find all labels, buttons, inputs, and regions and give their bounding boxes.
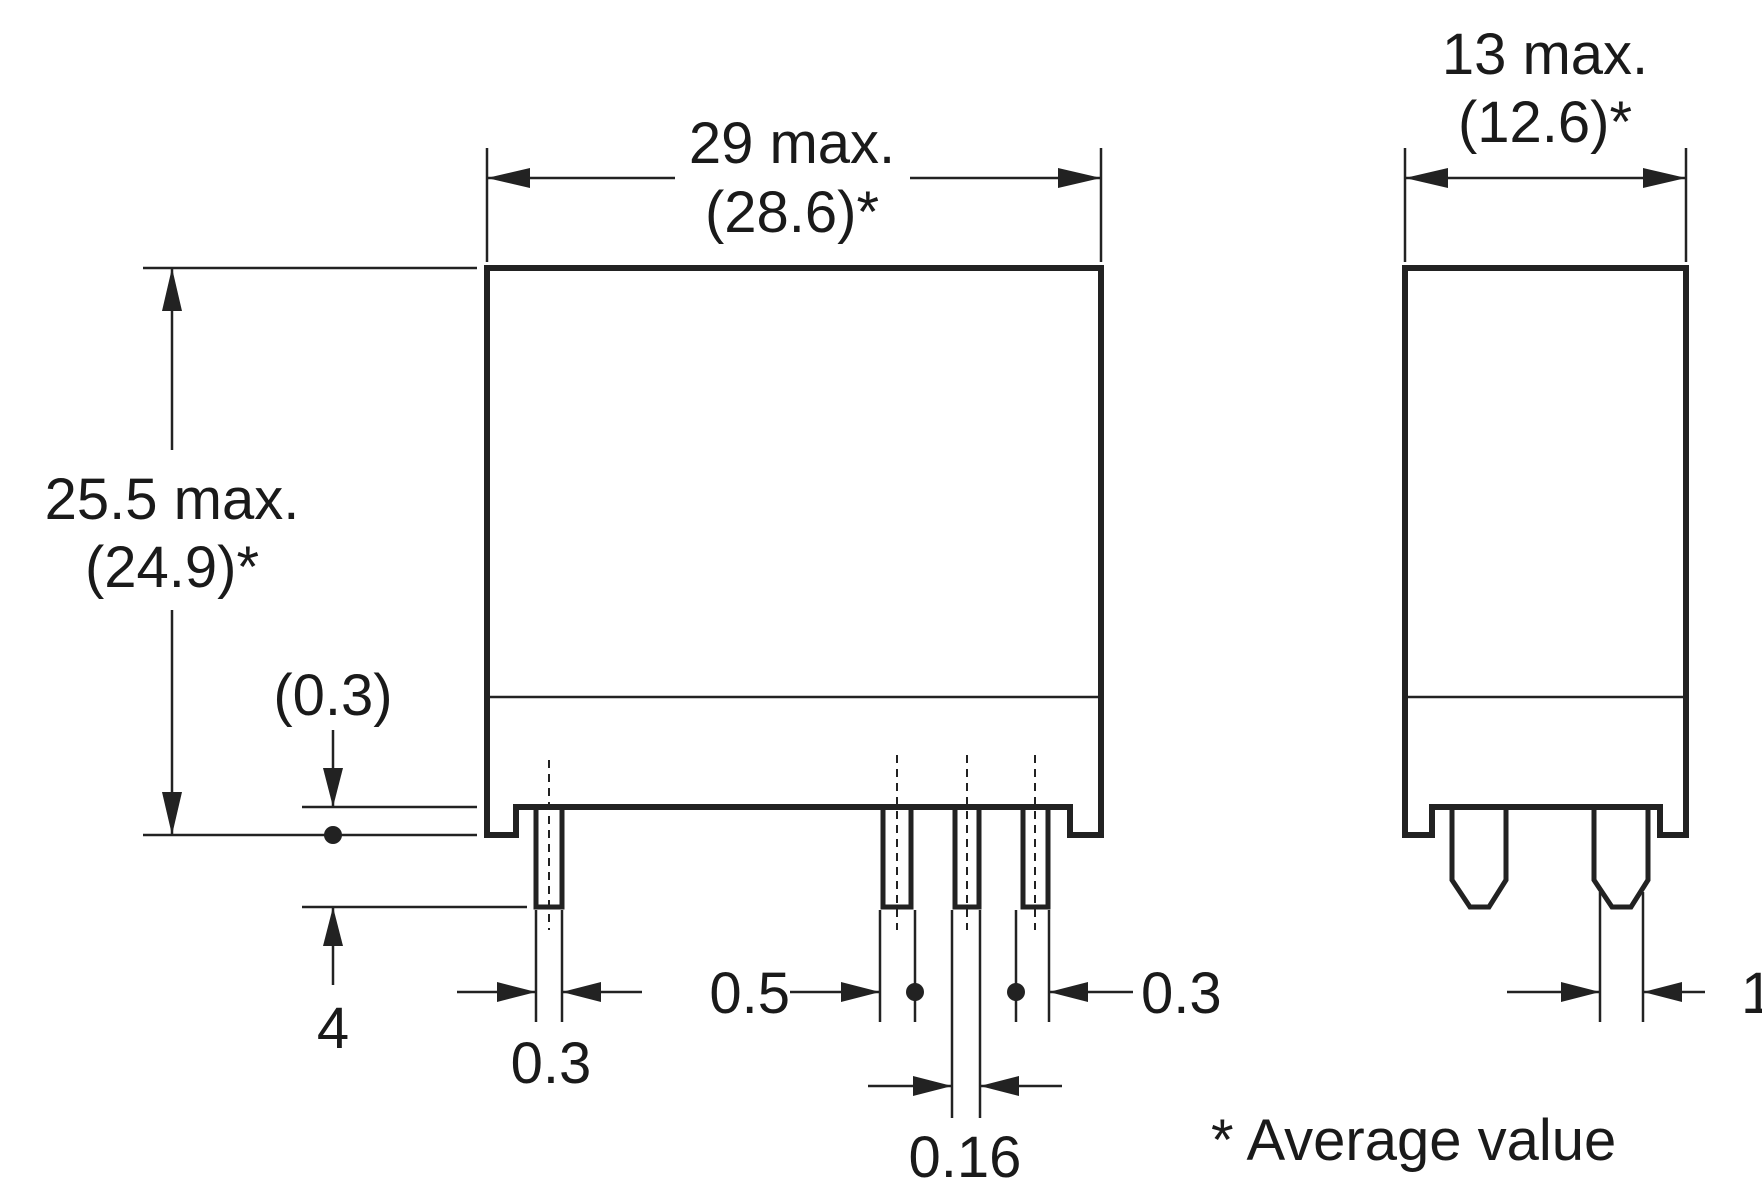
pin-width-label: 0.3 xyxy=(511,1031,592,1096)
front-width-dimension xyxy=(485,148,1103,262)
front-view xyxy=(484,265,1104,930)
side-pin-width-dimension xyxy=(1507,892,1705,1022)
pin-width-dimension xyxy=(457,910,642,1022)
front-body-outline xyxy=(484,265,1104,838)
pin-offset-label-right: 0.3 xyxy=(1141,961,1222,1026)
side-depth-label: 13 max. xyxy=(1442,22,1648,87)
pin-thickness-dimension xyxy=(868,910,1062,1118)
front-height-avg-label: (24.9)* xyxy=(85,535,259,600)
side-body-outline xyxy=(1402,265,1689,838)
front-width-avg-label: (28.6)* xyxy=(705,180,879,245)
front-pin-4 xyxy=(1020,755,1051,930)
front-width-label: 29 max. xyxy=(689,111,895,176)
side-pin-2 xyxy=(1591,807,1651,910)
pin-offset-dimension-left xyxy=(790,910,924,1022)
pin-length-label: 4 xyxy=(317,996,349,1061)
standoff-label: (0.3) xyxy=(273,663,392,728)
pin-offset-dimension-right xyxy=(1007,910,1133,1022)
standoff-and-pin-length-dimension xyxy=(302,730,527,985)
side-depth-dimension xyxy=(1403,148,1688,262)
front-height-dimension xyxy=(143,266,477,837)
pin-offset-label-left: 0.5 xyxy=(709,961,790,1026)
pin-thickness-label: 0.16 xyxy=(909,1125,1022,1190)
side-pin-width-label: 1 xyxy=(1741,961,1762,1026)
front-pin-1 xyxy=(533,760,565,930)
front-pin-3 xyxy=(952,755,982,930)
front-height-label: 25.5 max. xyxy=(45,467,300,532)
front-pin-2 xyxy=(880,755,914,930)
side-depth-avg-label: (12.6)* xyxy=(1458,90,1632,155)
side-view xyxy=(1402,265,1689,910)
side-pin-1 xyxy=(1449,807,1509,910)
footnote: * Average value xyxy=(1211,1108,1616,1173)
